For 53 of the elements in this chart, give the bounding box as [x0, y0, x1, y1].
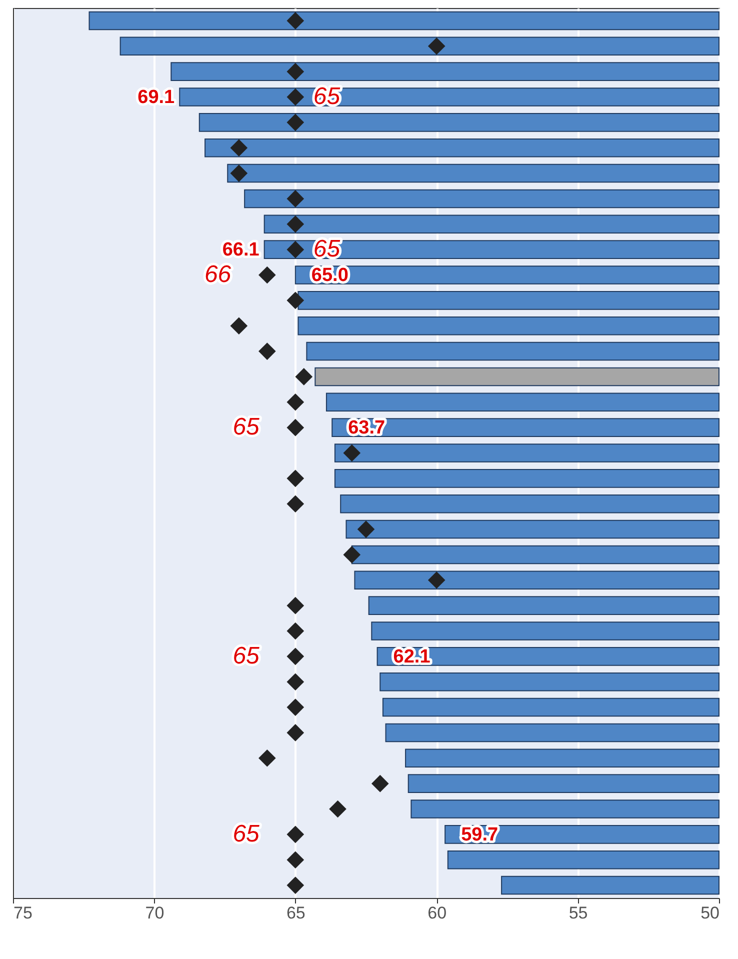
- point: [286, 240, 304, 258]
- data-label: 62.1: [393, 646, 431, 668]
- x-tick-label: 75: [14, 904, 32, 922]
- point: [286, 114, 304, 132]
- x-tick-label: 70: [145, 904, 164, 922]
- point: [428, 37, 446, 55]
- point: [230, 317, 248, 335]
- data-label: 66: [204, 261, 232, 288]
- point: [286, 215, 304, 233]
- point: [230, 164, 248, 182]
- point: [357, 520, 375, 538]
- data-label: 69.1: [138, 87, 176, 108]
- data-label: 65: [232, 414, 260, 441]
- point: [343, 546, 361, 564]
- point: [286, 470, 304, 488]
- point: [286, 648, 304, 666]
- point: [286, 393, 304, 411]
- point: [286, 673, 304, 691]
- point: [230, 139, 248, 157]
- data-label: 63.7: [348, 418, 386, 439]
- x-tick-label: 60: [428, 904, 447, 922]
- x-tick-label: 65: [286, 904, 306, 922]
- point: [258, 342, 276, 360]
- point: [286, 88, 304, 106]
- point: [286, 876, 304, 894]
- point: [286, 622, 304, 640]
- point: [295, 368, 313, 386]
- data-label: 65: [313, 83, 341, 110]
- point: [286, 12, 304, 30]
- point: [286, 698, 304, 716]
- point: [286, 418, 304, 436]
- point: [258, 266, 276, 284]
- point: [286, 292, 304, 310]
- point: [286, 495, 304, 513]
- point: [286, 596, 304, 614]
- point: [286, 826, 304, 844]
- data-label: 65: [232, 820, 260, 848]
- point: [428, 571, 446, 589]
- x-tick-label: 50: [700, 904, 720, 922]
- data-label: 65.0: [311, 265, 348, 286]
- point: [286, 851, 304, 869]
- data-label: 65: [313, 236, 341, 263]
- x-tick-label: 55: [568, 904, 588, 922]
- point: [258, 749, 276, 767]
- point: [286, 62, 304, 80]
- point: [286, 190, 304, 208]
- point: [343, 444, 361, 462]
- point: [371, 774, 389, 792]
- point: [329, 800, 346, 818]
- data-label: 65: [232, 642, 260, 670]
- data-label: 66.1: [222, 240, 260, 261]
- point: [286, 724, 304, 742]
- data-label: 59.7: [461, 824, 498, 846]
